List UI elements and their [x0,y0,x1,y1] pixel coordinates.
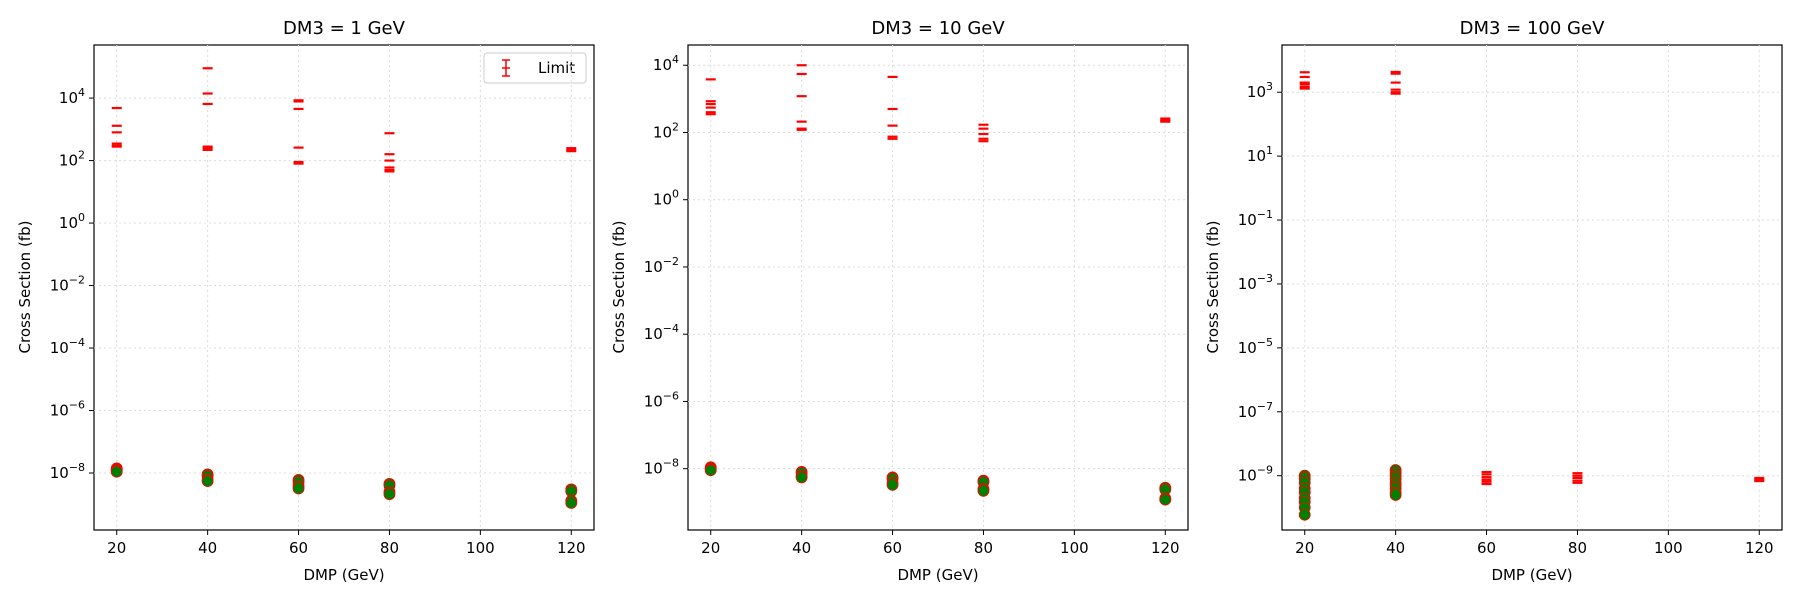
panel-3-title: DM3 = 100 GeV [1460,18,1605,39]
cross-section-point [886,478,899,491]
chart-marks: 20 40 60 80 100 12010−810−610−410−21001021042… [50,45,1782,557]
panel-1-ylabel: Cross Section (fb) [16,221,34,354]
y-tick-label: 10−9 [1238,464,1273,485]
y-tick-label: 100 [59,211,85,232]
y-tick-label: 10−5 [1238,336,1273,357]
x-tick-label: 20 [1295,539,1314,557]
y-tick-label: 10−6 [50,399,85,420]
x-tick-label: 60 [289,539,308,557]
cross-section-point [1389,489,1402,501]
x-tick-label: 60 [1477,539,1496,557]
y-tick-label: 101 [1247,144,1273,165]
x-tick-label: 40 [198,539,217,557]
y-tick-label: 10−3 [1238,272,1273,293]
x-tick-label: 60 [883,539,902,557]
y-tick-label: 10−1 [1238,208,1273,229]
legend-limit-label: Limit [538,59,575,77]
x-tick-label: 20 [701,539,720,557]
cross-section-point [383,488,396,501]
panel-1-title: DM3 = 1 GeV [283,18,406,39]
x-tick-label: 100 [1654,539,1683,557]
x-tick-label: 120 [557,539,586,557]
panel-2-title: DM3 = 10 GeV [871,18,1005,39]
cross-section-point [1159,493,1172,506]
panel-2-xlabel: DMP (GeV) [897,566,978,584]
panel-1-legend: Limit [483,52,587,84]
panel-3-ylabel: Cross Section (fb) [1204,221,1222,354]
x-tick-label: 80 [380,539,399,557]
y-tick-label: 10−2 [644,255,679,276]
y-tick-label: 104 [653,53,679,74]
y-tick-label: 10−4 [50,336,85,357]
y-tick-label: 104 [59,86,85,107]
x-tick-label: 120 [1745,539,1774,557]
panel-3-xlabel: DMP (GeV) [1491,566,1572,584]
y-tick-label: 10−8 [50,461,85,482]
y-tick-label: 102 [653,120,679,141]
panel-2-axes-frame [687,44,1189,531]
cross-section-point [110,465,123,478]
cross-section-point [201,475,214,488]
panel-dm3-1gev: DM3 = 1 GeV DMP (GeV) Cross Section (fb)… [16,18,595,584]
panel-1-axes-frame [93,44,595,531]
cross-section-point [292,482,305,495]
panel-2-ylabel: Cross Section (fb) [610,221,628,354]
y-tick-label: 10−6 [644,389,679,410]
y-tick-label: 100 [653,188,679,209]
x-tick-label: 80 [974,539,993,557]
panel-2-marks: 20 40 60 80 100 120 10−8 10−6 10−4 10−2 100 102 104 [644,45,1188,557]
panel-3-marks: 20 40 60 80 100 120 10−9 10−7 10−5 10−3 10−1 101 103 [1238,45,1782,557]
x-tick-label: 20 [107,539,126,557]
panel-3-axes-frame [1281,44,1783,531]
cross-section-point [565,497,578,509]
y-tick-label: 10−8 [644,457,679,478]
y-tick-label: 10−2 [50,274,85,295]
y-tick-label: 103 [1247,80,1273,101]
panel-dm3-100gev: DM3 = 100 GeV DMP (GeV) Cross Section (f… [1204,18,1783,584]
x-tick-label: 80 [1568,539,1587,557]
panel-dm3-10gev: DM3 = 10 GeV DMP (GeV) Cross Section (fb… [610,18,1189,584]
x-tick-label: 40 [792,539,811,557]
y-tick-label: 10−7 [1238,400,1273,421]
cross-section-point [795,471,808,484]
x-tick-label: 40 [1386,539,1405,557]
x-tick-label: 100 [1060,539,1089,557]
cross-section-point [977,484,990,497]
y-tick-label: 10−4 [644,322,679,343]
panel-1-xlabel: DMP (GeV) [303,566,384,584]
x-tick-label: 120 [1151,539,1180,557]
cross-section-point [704,464,717,477]
cross-section-point [1298,508,1311,521]
panel-1-marks: 20 40 60 80 100 120 10−8 10−6 10−4 10−2 100 102 104 [50,45,594,557]
x-tick-label: 100 [466,539,495,557]
y-tick-label: 102 [59,149,85,170]
